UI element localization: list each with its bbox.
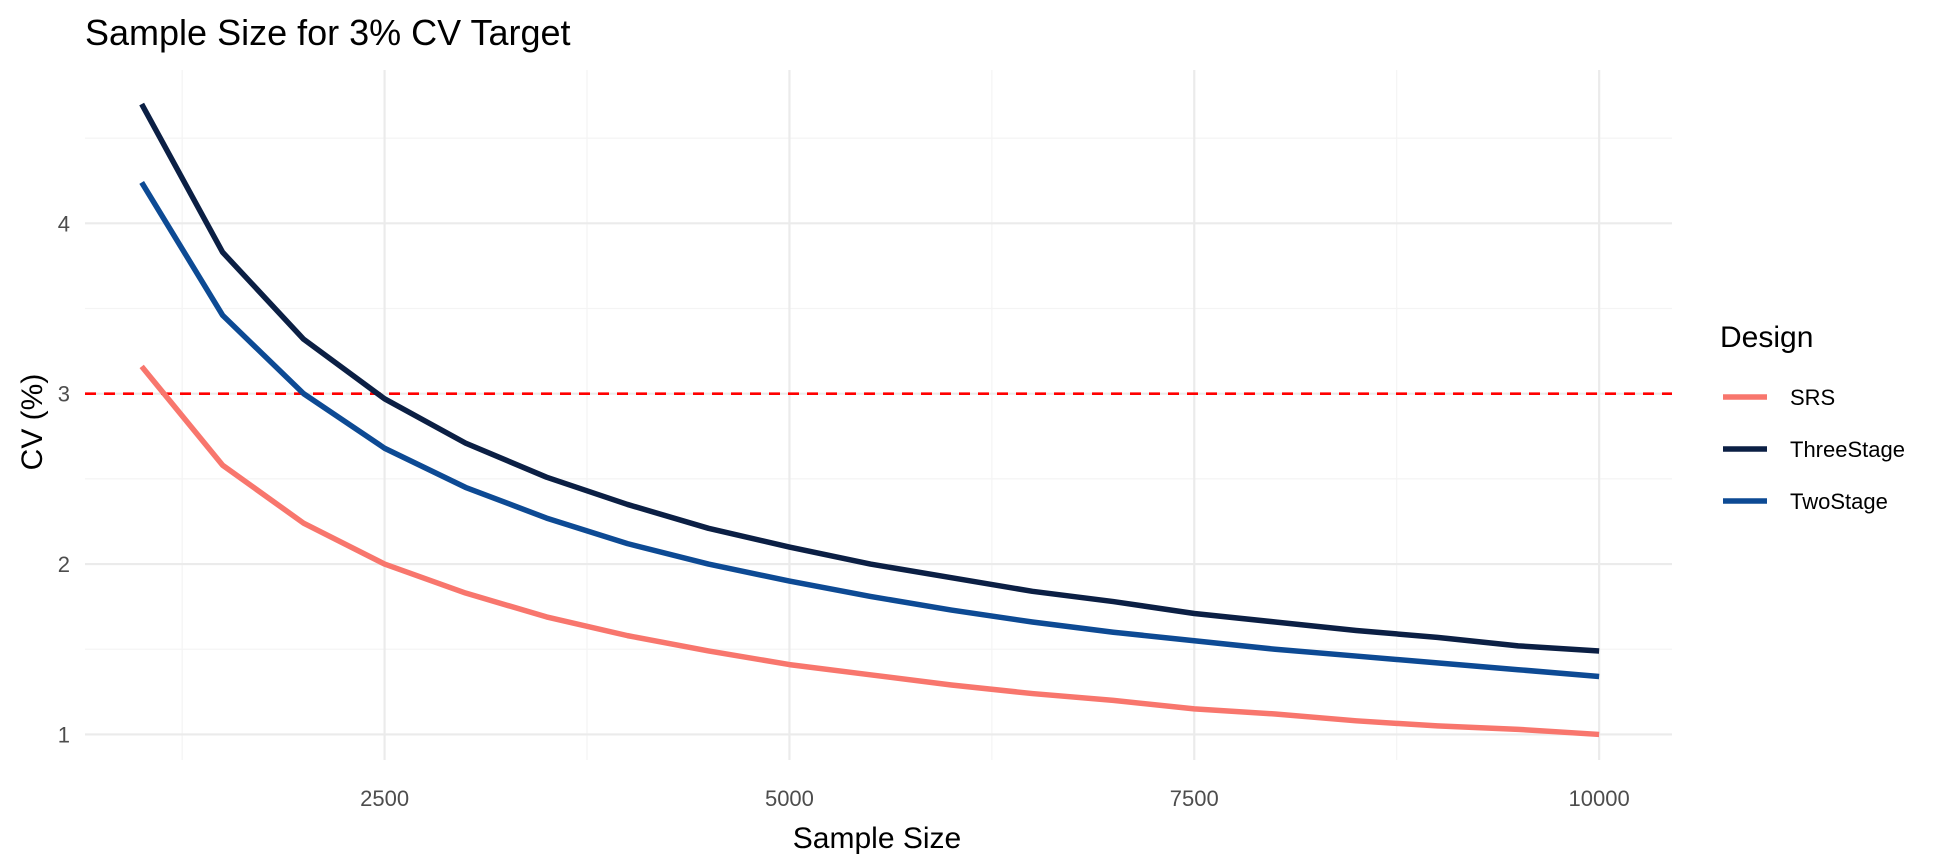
chart-title: Sample Size for 3% CV Target <box>85 12 571 53</box>
y-tick-label: 1 <box>58 722 70 747</box>
x-tick-label: 5000 <box>765 786 814 811</box>
series-line-threestage <box>139 102 1600 654</box>
legend-label-threestage: ThreeStage <box>1790 437 1905 462</box>
y-tick-label: 3 <box>58 382 70 407</box>
x-axis-title: Sample Size <box>793 822 961 855</box>
series-lines <box>139 102 1600 738</box>
legend-items: SRS ThreeStage TwoStage <box>1723 385 1905 514</box>
y-axis-title: CV (%) <box>16 374 49 471</box>
y-tick-label: 2 <box>58 552 70 577</box>
series-line-twostage <box>139 181 1600 680</box>
x-tick-label: 7500 <box>1170 786 1219 811</box>
legend-label-srs: SRS <box>1790 385 1835 410</box>
legend: Design SRS ThreeStage TwoStage <box>1720 321 1905 514</box>
legend-label-twostage: TwoStage <box>1790 489 1888 514</box>
x-tick-label: 10000 <box>1569 786 1630 811</box>
y-tick-label: 4 <box>58 211 70 236</box>
x-axis-ticks: 2500 5000 7500 10000 <box>360 786 1630 811</box>
legend-title: Design <box>1720 321 1813 354</box>
grid <box>85 70 1672 760</box>
series-line-srs <box>139 364 1600 738</box>
x-tick-label: 2500 <box>360 786 409 811</box>
y-axis-ticks: 1 2 3 4 <box>58 211 70 747</box>
